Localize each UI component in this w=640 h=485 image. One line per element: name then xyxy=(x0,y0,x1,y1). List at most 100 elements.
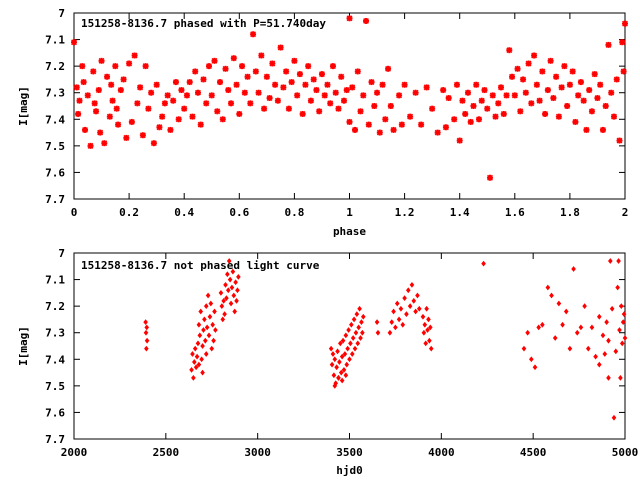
data-point-star xyxy=(619,39,626,46)
data-point-star xyxy=(109,97,116,104)
y-axis-label: I[mag] xyxy=(17,86,30,126)
data-point-star xyxy=(280,84,287,91)
data-point-star xyxy=(172,79,179,86)
data-point-star xyxy=(228,100,235,107)
data-point-diamond xyxy=(213,327,218,333)
data-point-star xyxy=(462,110,469,117)
data-point-diamond xyxy=(229,284,235,291)
data-point-star xyxy=(531,52,538,59)
data-point-star xyxy=(379,81,386,88)
data-point-star xyxy=(288,79,295,86)
data-point-diamond xyxy=(203,303,209,310)
data-point-star xyxy=(498,84,505,91)
data-point-star xyxy=(283,68,290,75)
data-point-star xyxy=(203,100,210,107)
data-point-star xyxy=(285,105,292,112)
y-tick-label: 7.5 xyxy=(45,380,65,393)
data-point-star xyxy=(274,97,281,104)
data-point-star xyxy=(164,92,171,99)
data-point-star xyxy=(194,89,201,96)
data-point-star xyxy=(371,103,378,109)
data-point-star xyxy=(335,105,342,112)
data-point-star xyxy=(108,81,115,88)
data-point-diamond xyxy=(560,321,565,328)
data-point-diamond xyxy=(425,327,430,333)
data-point-diamond xyxy=(617,327,622,333)
data-point-star xyxy=(90,68,97,75)
data-point-star xyxy=(117,87,124,94)
data-point-diamond xyxy=(199,356,204,363)
data-point-star xyxy=(128,118,135,125)
y-tick-label: 7.3 xyxy=(45,327,65,340)
data-point-diamond xyxy=(347,356,352,363)
data-point-diamond xyxy=(615,284,620,291)
data-point-diamond xyxy=(204,324,210,331)
data-point-diamond xyxy=(207,313,213,320)
data-point-star xyxy=(112,63,119,70)
data-point-diamond xyxy=(532,364,538,371)
data-point-diamond xyxy=(396,316,402,323)
data-point-star xyxy=(555,113,562,120)
data-point-star xyxy=(352,126,359,133)
data-point-star xyxy=(106,113,113,120)
data-point-star xyxy=(233,81,240,88)
data-point-star xyxy=(363,17,370,24)
data-point-diamond xyxy=(350,335,356,341)
data-point-diamond xyxy=(415,292,420,299)
data-point-diamond xyxy=(394,300,400,307)
data-point-diamond xyxy=(190,351,195,357)
data-point-star xyxy=(71,39,77,46)
data-point-diamond xyxy=(195,340,201,347)
data-point-diamond xyxy=(144,337,150,344)
data-point-star xyxy=(365,121,372,128)
data-point-diamond xyxy=(223,282,228,288)
data-point-diamond xyxy=(602,351,608,357)
data-point-star xyxy=(475,116,482,123)
data-point-diamond xyxy=(193,364,199,371)
data-point-star xyxy=(313,87,320,94)
x-tick-label: 4500 xyxy=(520,446,547,459)
data-point-diamond xyxy=(374,319,380,325)
data-point-diamond xyxy=(358,335,363,341)
data-point-diamond xyxy=(236,274,241,280)
data-point-star xyxy=(376,129,383,136)
data-point-star xyxy=(217,79,224,86)
data-point-star xyxy=(591,71,598,78)
data-point-diamond xyxy=(189,367,194,373)
data-point-diamond xyxy=(604,319,609,325)
data-point-star xyxy=(299,110,306,117)
data-point-diamond xyxy=(413,308,418,315)
data-point-diamond xyxy=(606,375,611,381)
data-point-diamond xyxy=(191,359,197,365)
data-point-star xyxy=(167,126,174,133)
data-point-star xyxy=(305,63,312,70)
data-point-diamond xyxy=(221,297,226,304)
data-point-diamond xyxy=(409,282,415,288)
data-point-diamond xyxy=(330,351,336,357)
data-point-diamond xyxy=(228,300,234,307)
data-point-star xyxy=(247,100,254,107)
x-tick-label: 0.6 xyxy=(229,206,249,219)
data-point-star xyxy=(115,121,122,128)
data-point-diamond xyxy=(196,321,202,328)
data-point-diamond xyxy=(194,353,200,360)
data-point-diamond xyxy=(210,321,215,328)
data-point-star xyxy=(324,81,331,88)
data-point-star xyxy=(525,60,532,67)
data-point-diamond xyxy=(582,303,587,310)
data-point-star xyxy=(178,87,185,94)
data-point-star xyxy=(398,121,405,128)
data-point-diamond xyxy=(231,292,237,299)
data-point-diamond xyxy=(536,324,541,331)
data-point-star xyxy=(489,92,496,99)
x-tick-label: 1.8 xyxy=(560,206,580,219)
data-point-star xyxy=(423,84,430,91)
data-point-diamond xyxy=(422,321,428,328)
data-point-star xyxy=(528,100,535,107)
data-point-star xyxy=(252,68,259,75)
data-point-star xyxy=(329,63,336,70)
data-point-star xyxy=(134,100,141,107)
data-point-star xyxy=(566,81,573,88)
y-tick-label: 7.6 xyxy=(45,406,65,419)
